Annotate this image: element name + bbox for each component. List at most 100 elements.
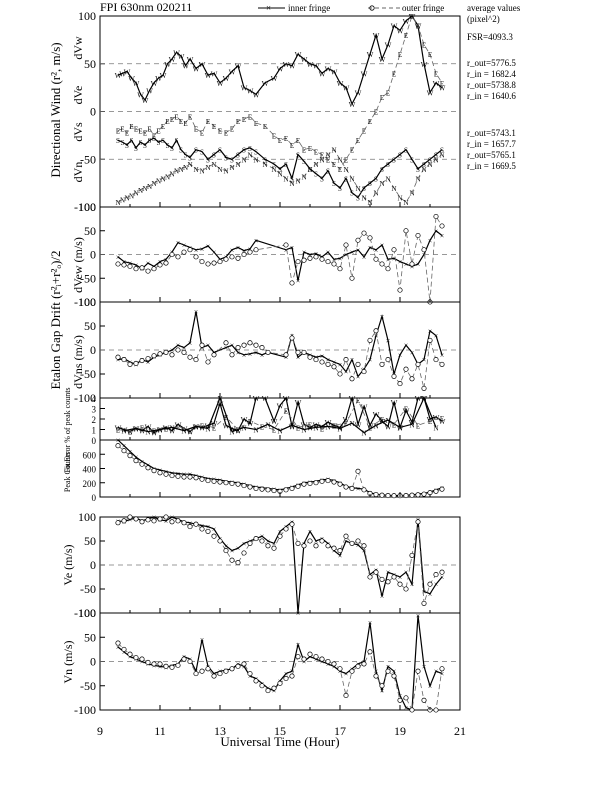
x-tick-label: 17 <box>334 724 346 738</box>
data-point: × <box>122 442 127 451</box>
data-point: W <box>235 428 242 436</box>
y-tick-label: -100 <box>74 391 96 405</box>
data-point: W <box>181 425 188 433</box>
data-point <box>223 480 229 486</box>
data-point <box>253 247 259 253</box>
data-point <box>301 349 307 355</box>
data-point <box>379 683 385 689</box>
data-point <box>331 261 337 267</box>
data-point: × <box>380 312 385 321</box>
data-point: × <box>374 667 379 676</box>
data-point: W <box>301 56 308 64</box>
data-point: × <box>236 348 241 357</box>
data-point: × <box>386 568 391 577</box>
data-point <box>421 247 427 253</box>
data-point: × <box>326 660 331 669</box>
data-point: × <box>338 667 343 676</box>
data-point: W <box>319 70 326 78</box>
data-point <box>337 266 343 272</box>
data-point <box>325 543 331 549</box>
data-point <box>175 518 181 524</box>
data-point <box>121 448 127 454</box>
data-point <box>379 361 385 367</box>
data-point <box>295 654 301 660</box>
data-point <box>433 707 439 713</box>
data-point: × <box>410 348 415 357</box>
fsr-value: FSR=4093.3 <box>467 32 513 42</box>
data-point <box>343 357 349 363</box>
data-point <box>307 354 313 360</box>
y-tick-label: -50 <box>80 152 96 166</box>
legend-outer-label: outer fringe <box>402 3 444 13</box>
data-point <box>319 256 325 262</box>
data-point: W <box>283 395 290 403</box>
x-tick-label: 15 <box>274 724 286 738</box>
data-point: W <box>391 23 398 31</box>
data-point: S <box>410 156 414 164</box>
data-point <box>187 474 193 480</box>
data-point: × <box>188 519 193 528</box>
data-point: × <box>422 662 427 671</box>
data-point <box>163 260 169 266</box>
data-point: N <box>403 199 408 207</box>
data-point: S <box>380 166 384 174</box>
data-point <box>421 491 427 497</box>
data-point <box>301 656 307 662</box>
data-point: × <box>242 539 247 548</box>
data-point: × <box>338 551 343 560</box>
data-point <box>223 668 229 674</box>
data-point <box>181 249 187 255</box>
data-point <box>139 358 145 364</box>
data-point: W <box>403 18 410 26</box>
data-point: N <box>133 190 138 198</box>
data-point: W <box>391 399 398 407</box>
data-point: × <box>404 704 409 713</box>
data-point <box>133 458 139 464</box>
data-point: N <box>373 422 378 430</box>
data-point <box>271 685 277 691</box>
data-point: N <box>223 168 228 176</box>
data-point: N <box>391 185 396 193</box>
data-point: W <box>433 80 440 88</box>
data-point: W <box>178 53 185 61</box>
data-point: × <box>134 261 139 270</box>
data-point: S <box>230 156 234 164</box>
ylabel-vn: Vn (m/s) <box>61 641 75 684</box>
data-point <box>373 673 379 679</box>
data-point: W <box>331 422 338 430</box>
data-point: × <box>254 236 259 245</box>
data-point <box>313 480 319 486</box>
data-point <box>205 478 211 484</box>
data-point <box>361 369 367 375</box>
data-point <box>325 478 331 484</box>
data-point: W <box>157 427 164 435</box>
data-point: W <box>307 61 314 69</box>
data-point: E <box>296 137 300 145</box>
data-point: S <box>308 166 312 174</box>
y-tick-label: 600 <box>83 450 97 460</box>
data-point: E <box>188 428 192 436</box>
panel-peak_counts: 6004002000××××××××××××××××××××××××××××××… <box>83 436 461 503</box>
data-point: N <box>241 156 246 164</box>
y-tick-label: 3 <box>92 405 97 415</box>
data-point: E <box>161 123 165 131</box>
data-point: × <box>242 662 247 671</box>
y-tick-label: 50 <box>84 224 96 238</box>
data-point: W <box>325 66 332 74</box>
data-point: S <box>362 185 366 193</box>
data-point: W <box>301 421 308 429</box>
data-point: × <box>182 241 187 250</box>
data-point: S <box>440 147 444 155</box>
data-point: × <box>356 246 361 255</box>
avg-title: average values <box>467 3 521 13</box>
data-point: N <box>349 175 354 183</box>
data-point: × <box>134 453 139 462</box>
data-point <box>247 340 253 346</box>
data-point <box>415 519 421 525</box>
data-point <box>115 640 121 646</box>
data-point <box>409 707 415 713</box>
data-point: N <box>124 194 129 202</box>
data-point <box>127 361 133 367</box>
data-point <box>169 251 175 258</box>
